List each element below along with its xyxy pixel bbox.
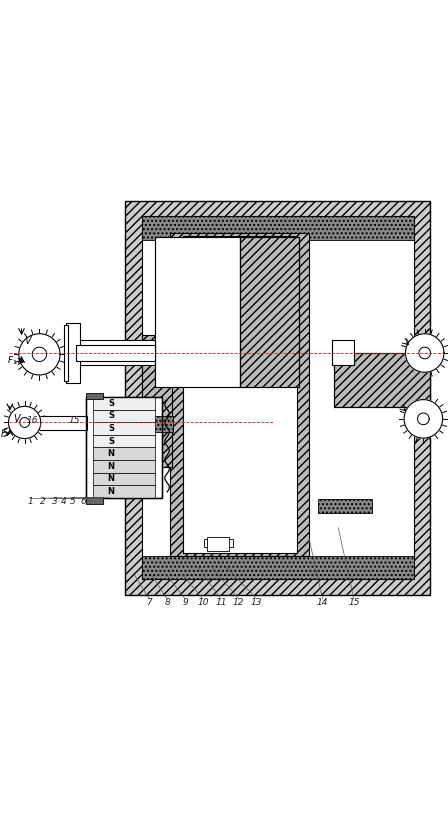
Bar — [66, 322, 80, 383]
Bar — [93, 434, 155, 447]
Text: 3: 3 — [52, 497, 57, 506]
Bar — [93, 473, 155, 485]
Text: 14: 14 — [317, 598, 328, 607]
Bar — [86, 397, 162, 497]
Bar — [93, 447, 155, 460]
Bar — [183, 236, 297, 553]
Bar — [86, 397, 162, 497]
Bar — [93, 422, 155, 434]
Polygon shape — [405, 334, 444, 372]
Bar — [170, 233, 309, 556]
Text: 11: 11 — [215, 598, 227, 607]
Text: 2: 2 — [40, 497, 46, 506]
Polygon shape — [19, 334, 60, 375]
Bar — [142, 335, 172, 467]
Bar — [93, 460, 155, 473]
Text: 10: 10 — [197, 598, 209, 607]
Text: F: F — [0, 429, 6, 438]
Bar — [240, 237, 299, 388]
Text: N: N — [108, 461, 115, 470]
Bar — [86, 393, 103, 399]
Text: 6: 6 — [80, 497, 86, 506]
Bar — [334, 353, 430, 407]
Bar — [76, 340, 155, 365]
Bar — [155, 237, 240, 388]
Bar — [142, 556, 414, 579]
Bar — [240, 237, 299, 388]
Bar — [86, 497, 103, 504]
Text: 15: 15 — [68, 416, 80, 425]
Text: S: S — [108, 411, 114, 420]
Bar — [334, 353, 430, 407]
Bar — [39, 416, 87, 429]
Text: N: N — [108, 474, 115, 483]
Polygon shape — [32, 347, 47, 362]
Text: 7: 7 — [146, 598, 152, 607]
Text: 15: 15 — [348, 598, 360, 607]
Bar — [142, 216, 414, 579]
Text: V: V — [13, 414, 20, 424]
Text: $F_1$: $F_1$ — [7, 354, 18, 366]
Bar — [207, 537, 229, 551]
Bar — [93, 485, 155, 497]
Polygon shape — [404, 400, 443, 438]
Text: 5: 5 — [70, 497, 76, 506]
Polygon shape — [9, 407, 41, 438]
Bar — [109, 416, 173, 432]
Bar — [64, 325, 68, 380]
Bar — [93, 410, 155, 422]
Bar — [125, 200, 430, 595]
Bar — [76, 345, 155, 361]
Text: 8: 8 — [164, 598, 170, 607]
Polygon shape — [418, 413, 429, 425]
Text: S: S — [108, 398, 114, 407]
Text: N: N — [108, 487, 115, 496]
Text: 1: 1 — [28, 497, 33, 506]
Text: 9: 9 — [182, 598, 188, 607]
Polygon shape — [419, 347, 431, 359]
Text: 4: 4 — [61, 497, 67, 506]
Bar — [204, 539, 233, 546]
Polygon shape — [20, 417, 30, 427]
Bar — [332, 340, 354, 365]
Text: 16: 16 — [26, 416, 38, 425]
Text: 13: 13 — [251, 598, 263, 607]
Text: S: S — [108, 424, 114, 433]
Bar — [142, 216, 414, 240]
Bar — [155, 237, 240, 388]
Text: N: N — [108, 449, 115, 458]
Text: V: V — [25, 336, 31, 346]
Bar — [93, 397, 155, 410]
Bar — [318, 500, 372, 513]
Text: 12: 12 — [233, 598, 245, 607]
Text: S: S — [108, 437, 114, 446]
